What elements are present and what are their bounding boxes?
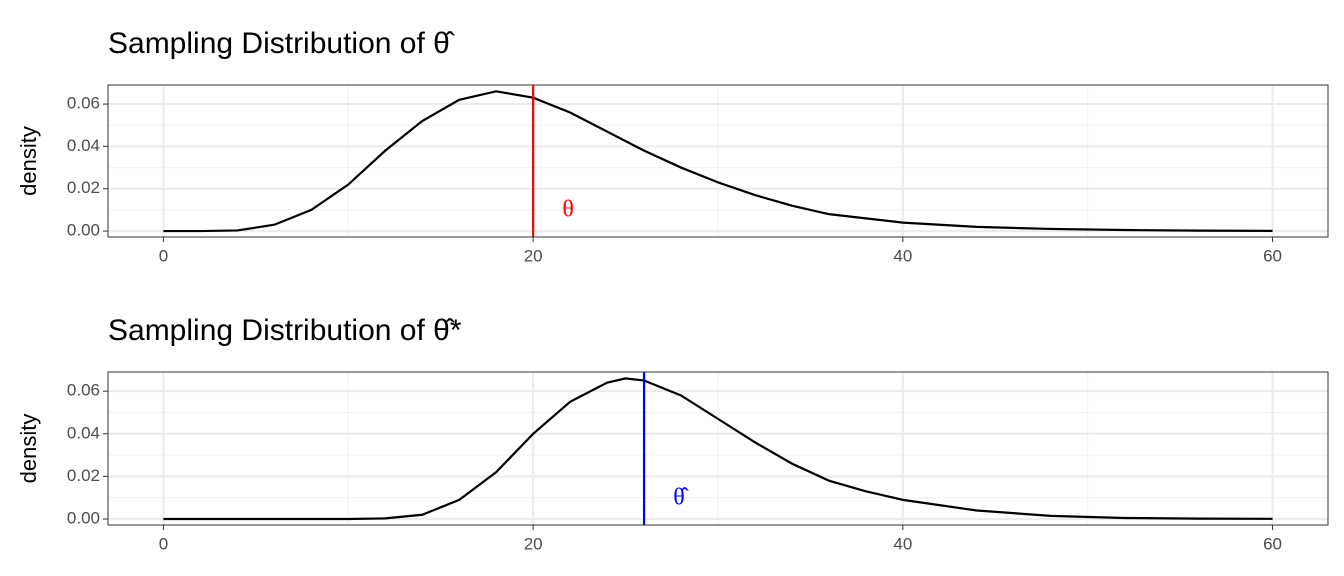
y-axis-label: density: [16, 126, 41, 196]
y-tick-label: 0.06: [67, 381, 100, 400]
y-tick-label: 0.02: [67, 178, 100, 197]
y-tick-label: 0.06: [67, 94, 100, 113]
y-tick-label: 0.02: [67, 466, 100, 485]
y-tick-label: 0.00: [67, 221, 100, 240]
chart-title: Sampling Distribution of θ̂: [108, 27, 455, 60]
reference-label: θ: [562, 197, 574, 223]
x-tick-label: 40: [893, 246, 912, 265]
panel-border: [107, 371, 1329, 526]
x-tick-label: 20: [524, 534, 543, 553]
x-tick-label: 40: [893, 534, 912, 553]
y-tick-label: 0.00: [67, 509, 100, 528]
y-tick-label: 0.04: [67, 136, 100, 155]
y-axis-label: density: [16, 414, 41, 484]
x-tick-label: 20: [524, 246, 543, 265]
x-tick-label: 60: [1263, 246, 1282, 265]
y-tick-label: 0.04: [67, 423, 100, 442]
chart-title: Sampling Distribution of θ̂*: [108, 314, 462, 347]
x-tick-label: 0: [159, 534, 168, 553]
panel-border: [107, 84, 1329, 238]
x-tick-label: 0: [159, 246, 168, 265]
density-curve: [163, 90, 1273, 233]
x-tick-label: 60: [1263, 534, 1282, 553]
density-curve: [163, 377, 1273, 521]
